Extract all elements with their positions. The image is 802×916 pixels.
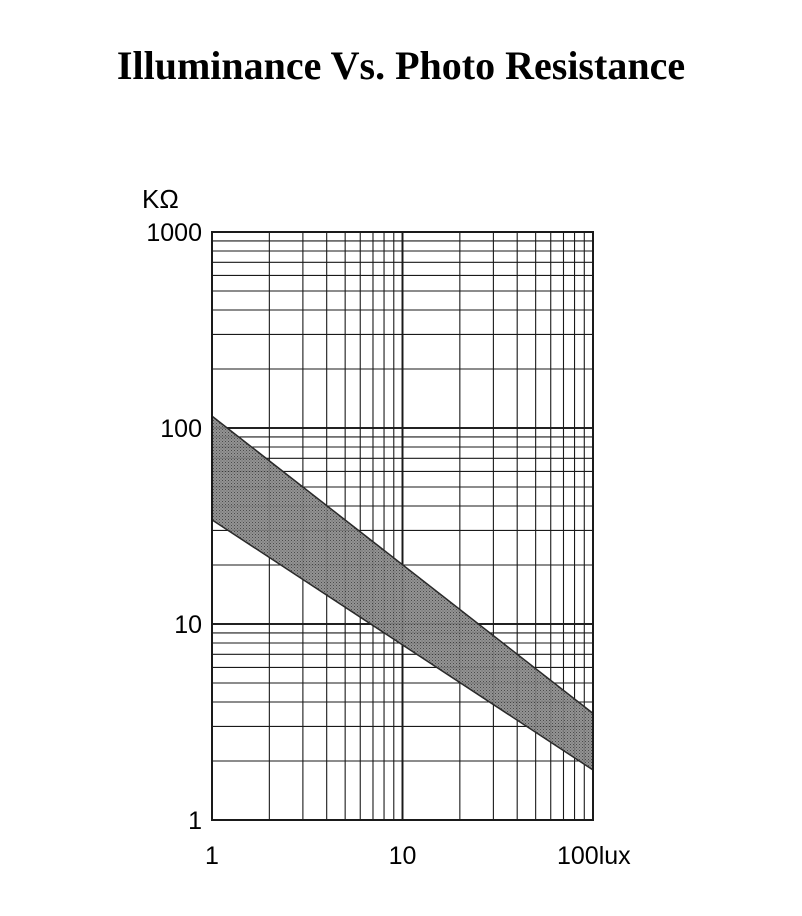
x-tick-label: 1 [205, 842, 219, 870]
plot-frame [211, 231, 594, 821]
y-unit-label: KΩ [142, 184, 179, 214]
y-tick-label: 1 [188, 807, 202, 835]
y-tick-label: 1000 [146, 219, 202, 247]
x-tick-label: 10 [389, 842, 417, 870]
chart-title: Illuminance Vs. Photo Resistance [116, 43, 686, 88]
y-tick-label: 100 [160, 415, 202, 443]
y-tick-label: 10 [174, 611, 202, 639]
axis-labels: 1 10 100 1000 1 10 100lux [146, 219, 631, 870]
x-tick-label: 100lux [557, 842, 631, 870]
